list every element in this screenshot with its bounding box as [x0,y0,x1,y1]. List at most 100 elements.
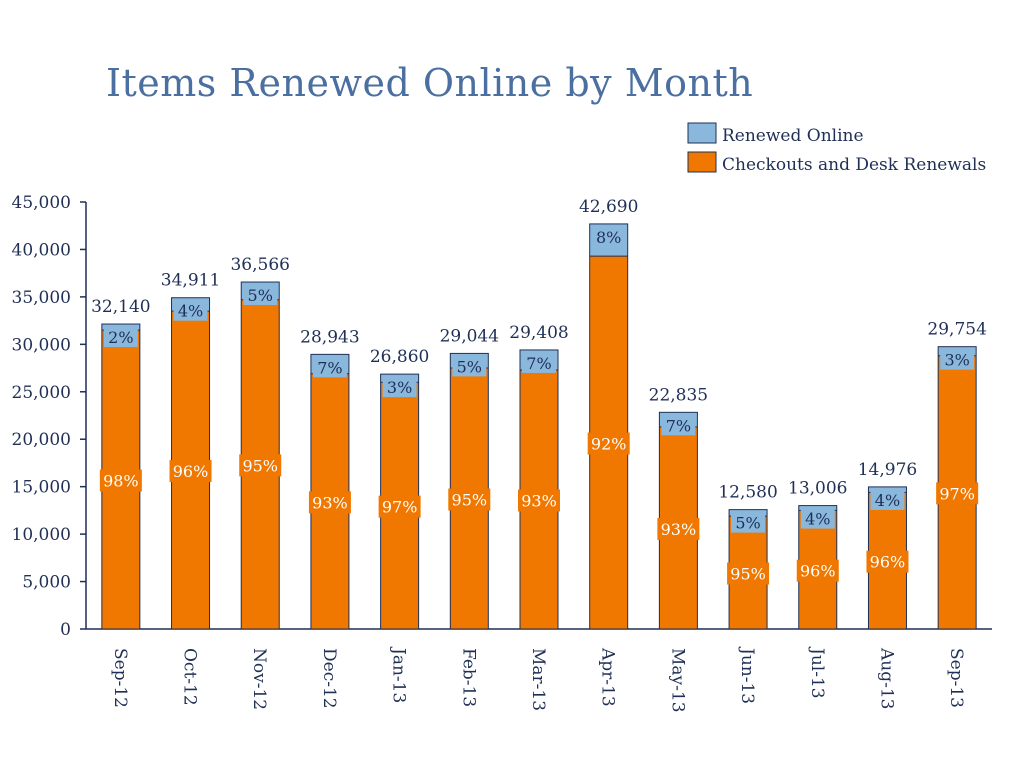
x-tick-label: Feb-13 [458,648,478,707]
percent-label-box-online [243,285,278,306]
percent-label-box-desk [99,469,142,492]
x-tick-label: Mar-13 [528,648,548,711]
y-tick-label: 40,000 [12,240,71,260]
percent-label-box-online [731,512,766,533]
chart-title: Items Renewed Online by Month [106,61,753,105]
x-tick-label: Apr-13 [598,647,618,707]
percent-label-desk: 93% [661,520,697,539]
percent-label-online: 7% [666,416,691,435]
percent-label-box-desk [866,550,909,573]
total-label: 29,408 [509,323,568,343]
percent-label-online: 2% [108,328,133,347]
percent-label-box-online [940,349,975,370]
percent-label-online: 8% [596,228,621,247]
percent-label-desk: 95% [242,456,278,475]
x-tick-label: Dec-12 [319,648,339,709]
percent-label-box-desk [796,559,839,582]
total-label: 14,976 [858,460,917,480]
y-tick-label: 10,000 [12,525,71,545]
y-tick-label: 25,000 [12,383,71,403]
percent-label-box-desk [448,488,491,511]
x-axis: Sep-12 Oct-12 Nov-12 Dec-12 Jan-13 Feb-13 Mar-… [86,628,992,713]
total-label: 32,140 [91,297,150,317]
percent-label-online: 7% [526,354,551,373]
percent-label-desk: 96% [800,562,836,581]
percent-label-online: 5% [248,286,273,305]
percent-label-box-online [173,300,208,321]
y-tick-label: 30,000 [12,335,71,355]
bar-renewed-online [798,505,837,511]
percent-label-box-online [870,489,905,510]
percent-label-box-desk [169,460,212,483]
percent-label-box-desk [378,495,421,518]
percent-label-box-online [382,377,417,398]
percent-label-desk: 92% [591,435,627,454]
y-tick-label: 0 [60,620,71,640]
percent-label-desk: 98% [103,472,139,491]
percent-label-desk: 93% [521,491,557,510]
total-label: 26,860 [370,347,429,367]
percent-label-box-online [312,357,347,378]
legend-label-checkouts-desk-renewals: Checkouts and Desk Renewals [722,155,986,175]
total-label: 22,835 [649,385,708,405]
total-label: 28,943 [300,327,359,347]
percent-label-box-online [452,356,487,377]
percent-label-desk: 95% [452,491,488,510]
total-label: 13,006 [788,479,847,499]
legend-swatch-renewed-online [687,122,717,144]
percent-label-box-online [591,226,626,247]
percent-label-box-desk [727,562,770,585]
bar-outline [519,349,559,630]
x-tick-label: Aug-13 [876,647,896,709]
x-tick-label: Sep-12 [110,648,130,708]
percent-label-desk: 97% [382,498,418,517]
total-label: 29,044 [440,326,499,346]
percent-label-desk: 93% [312,493,348,512]
percent-label-box-online [661,415,696,436]
percent-label-box-desk [657,517,700,540]
percent-label-desk: 96% [870,553,906,572]
y-tick-label: 35,000 [12,288,71,308]
x-tick-label: Jul-13 [807,646,827,699]
percent-label-box-online [800,508,835,529]
percent-label-online: 4% [875,491,900,510]
total-label: 12,580 [718,483,777,503]
percent-label-desk: 95% [730,565,766,584]
percent-label-online: 4% [805,510,830,529]
percent-label-box-desk [308,491,351,514]
y-tick-label: 45,000 [12,193,71,213]
legend: Renewed Online Checkouts and Desk Renewa… [687,122,986,175]
legend-label-renewed-online: Renewed Online [722,126,864,146]
total-label: 34,911 [161,271,220,291]
percent-label-online: 3% [944,351,969,370]
x-tick-label: Jun-13 [737,646,757,704]
y-tick-label: 5,000 [22,573,71,593]
y-tick-label: 15,000 [12,478,71,498]
x-tick-label: Nov-12 [249,648,269,710]
percent-label-box-desk [239,454,282,477]
percent-label-box-desk [587,432,630,455]
percent-label-desk: 96% [173,462,209,481]
percent-label-online: 5% [735,514,760,533]
percent-label-online: 5% [457,357,482,376]
total-label: 42,690 [579,197,638,217]
percent-label-online: 3% [387,378,412,397]
y-tick-label: 20,000 [12,430,71,450]
x-tick-label: Jan-13 [389,646,409,703]
x-tick-label: Oct-12 [180,648,200,706]
bars [101,223,977,630]
total-label: 29,754 [927,320,986,340]
x-tick-label: May-13 [667,648,687,713]
percent-label-box-desk [936,482,979,505]
percent-label-online: 4% [178,302,203,321]
percent-label-box-online [103,327,138,348]
total-label: 36,566 [230,255,289,275]
legend-swatch-checkouts-desk-renewals [687,151,717,173]
data-labels: 32,140 2% 98% 34,911 4% 96% 36,566 5% 95% 28,943 7… [91,197,987,585]
percent-label-desk: 97% [939,484,975,503]
percent-label-box-desk [518,489,560,512]
bar-outline [589,223,629,630]
percent-label-box-online [522,352,556,373]
bar-renewed-online [868,486,907,493]
